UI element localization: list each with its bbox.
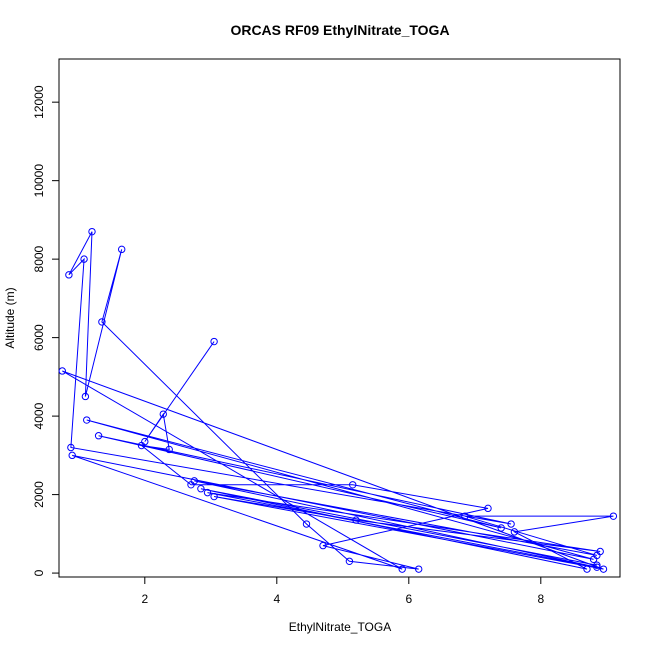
y-axis-label: Altitude (m) (3, 287, 17, 348)
data-point-24 (68, 451, 76, 460)
plot-frame (58, 58, 621, 578)
y-tick-label-1: 2000 (32, 481, 46, 508)
x-axis: 2 4 6 8 (141, 577, 544, 606)
data-point-27 (599, 565, 608, 573)
chart-title: ORCAS RF09 EthylNitrate_TOGA (230, 22, 449, 38)
data-point-38 (583, 565, 591, 573)
data-point-28 (210, 492, 218, 501)
data-point-9 (415, 565, 423, 573)
data-point-22 (83, 416, 91, 424)
x-axis-label: EthylNitrate_TOGA (289, 620, 391, 634)
y-tick-label-4: 8000 (32, 245, 46, 272)
data-point-17 (80, 255, 88, 263)
data-point-33 (190, 477, 199, 485)
data-point-8 (319, 541, 327, 550)
data-point-26 (58, 367, 66, 375)
data-point-11 (302, 520, 311, 528)
data-point-39 (197, 485, 205, 493)
data-point-20 (94, 432, 103, 440)
data-point-13 (118, 245, 126, 254)
data-point-4 (137, 441, 146, 450)
y-tick-label-5: 10000 (32, 164, 46, 198)
data-point-18 (67, 443, 75, 452)
data-point-31 (203, 488, 212, 497)
series-layer (58, 227, 618, 573)
y-tick-label-2: 4000 (32, 402, 46, 429)
data-point-25 (398, 565, 406, 573)
x-tick-label-3: 8 (537, 592, 544, 606)
data-point-16 (65, 271, 73, 279)
data-point-14 (81, 392, 90, 401)
y-tick-label-6: 12000 (32, 85, 46, 119)
data-point-40 (593, 561, 601, 569)
data-point-37 (510, 528, 519, 536)
data-point-29 (352, 516, 360, 524)
data-point-21 (497, 524, 505, 532)
data-point-10 (345, 557, 354, 566)
data-point-19 (507, 520, 515, 528)
data-point-34 (593, 551, 601, 560)
x-tick-label-1: 4 (273, 592, 280, 606)
x-tick-label-2: 6 (405, 592, 412, 606)
data-point-2 (159, 410, 167, 418)
data-point-12 (98, 318, 106, 326)
data-point-35 (461, 512, 469, 520)
x-tick-label-0: 2 (141, 592, 148, 606)
series-line-0 (62, 231, 614, 570)
data-point-6 (349, 481, 357, 489)
y-tick-label-0: 0 (32, 569, 46, 576)
data-point-3 (165, 445, 173, 454)
data-point-7 (484, 504, 492, 513)
data-point-0 (210, 337, 218, 346)
data-point-36 (609, 512, 618, 520)
data-point-32 (593, 563, 601, 571)
y-axis: 0 2000 4000 6000 8000 10000 12000 (32, 85, 59, 576)
y-tick-label-3: 6000 (32, 324, 46, 351)
data-point-15 (88, 227, 96, 236)
